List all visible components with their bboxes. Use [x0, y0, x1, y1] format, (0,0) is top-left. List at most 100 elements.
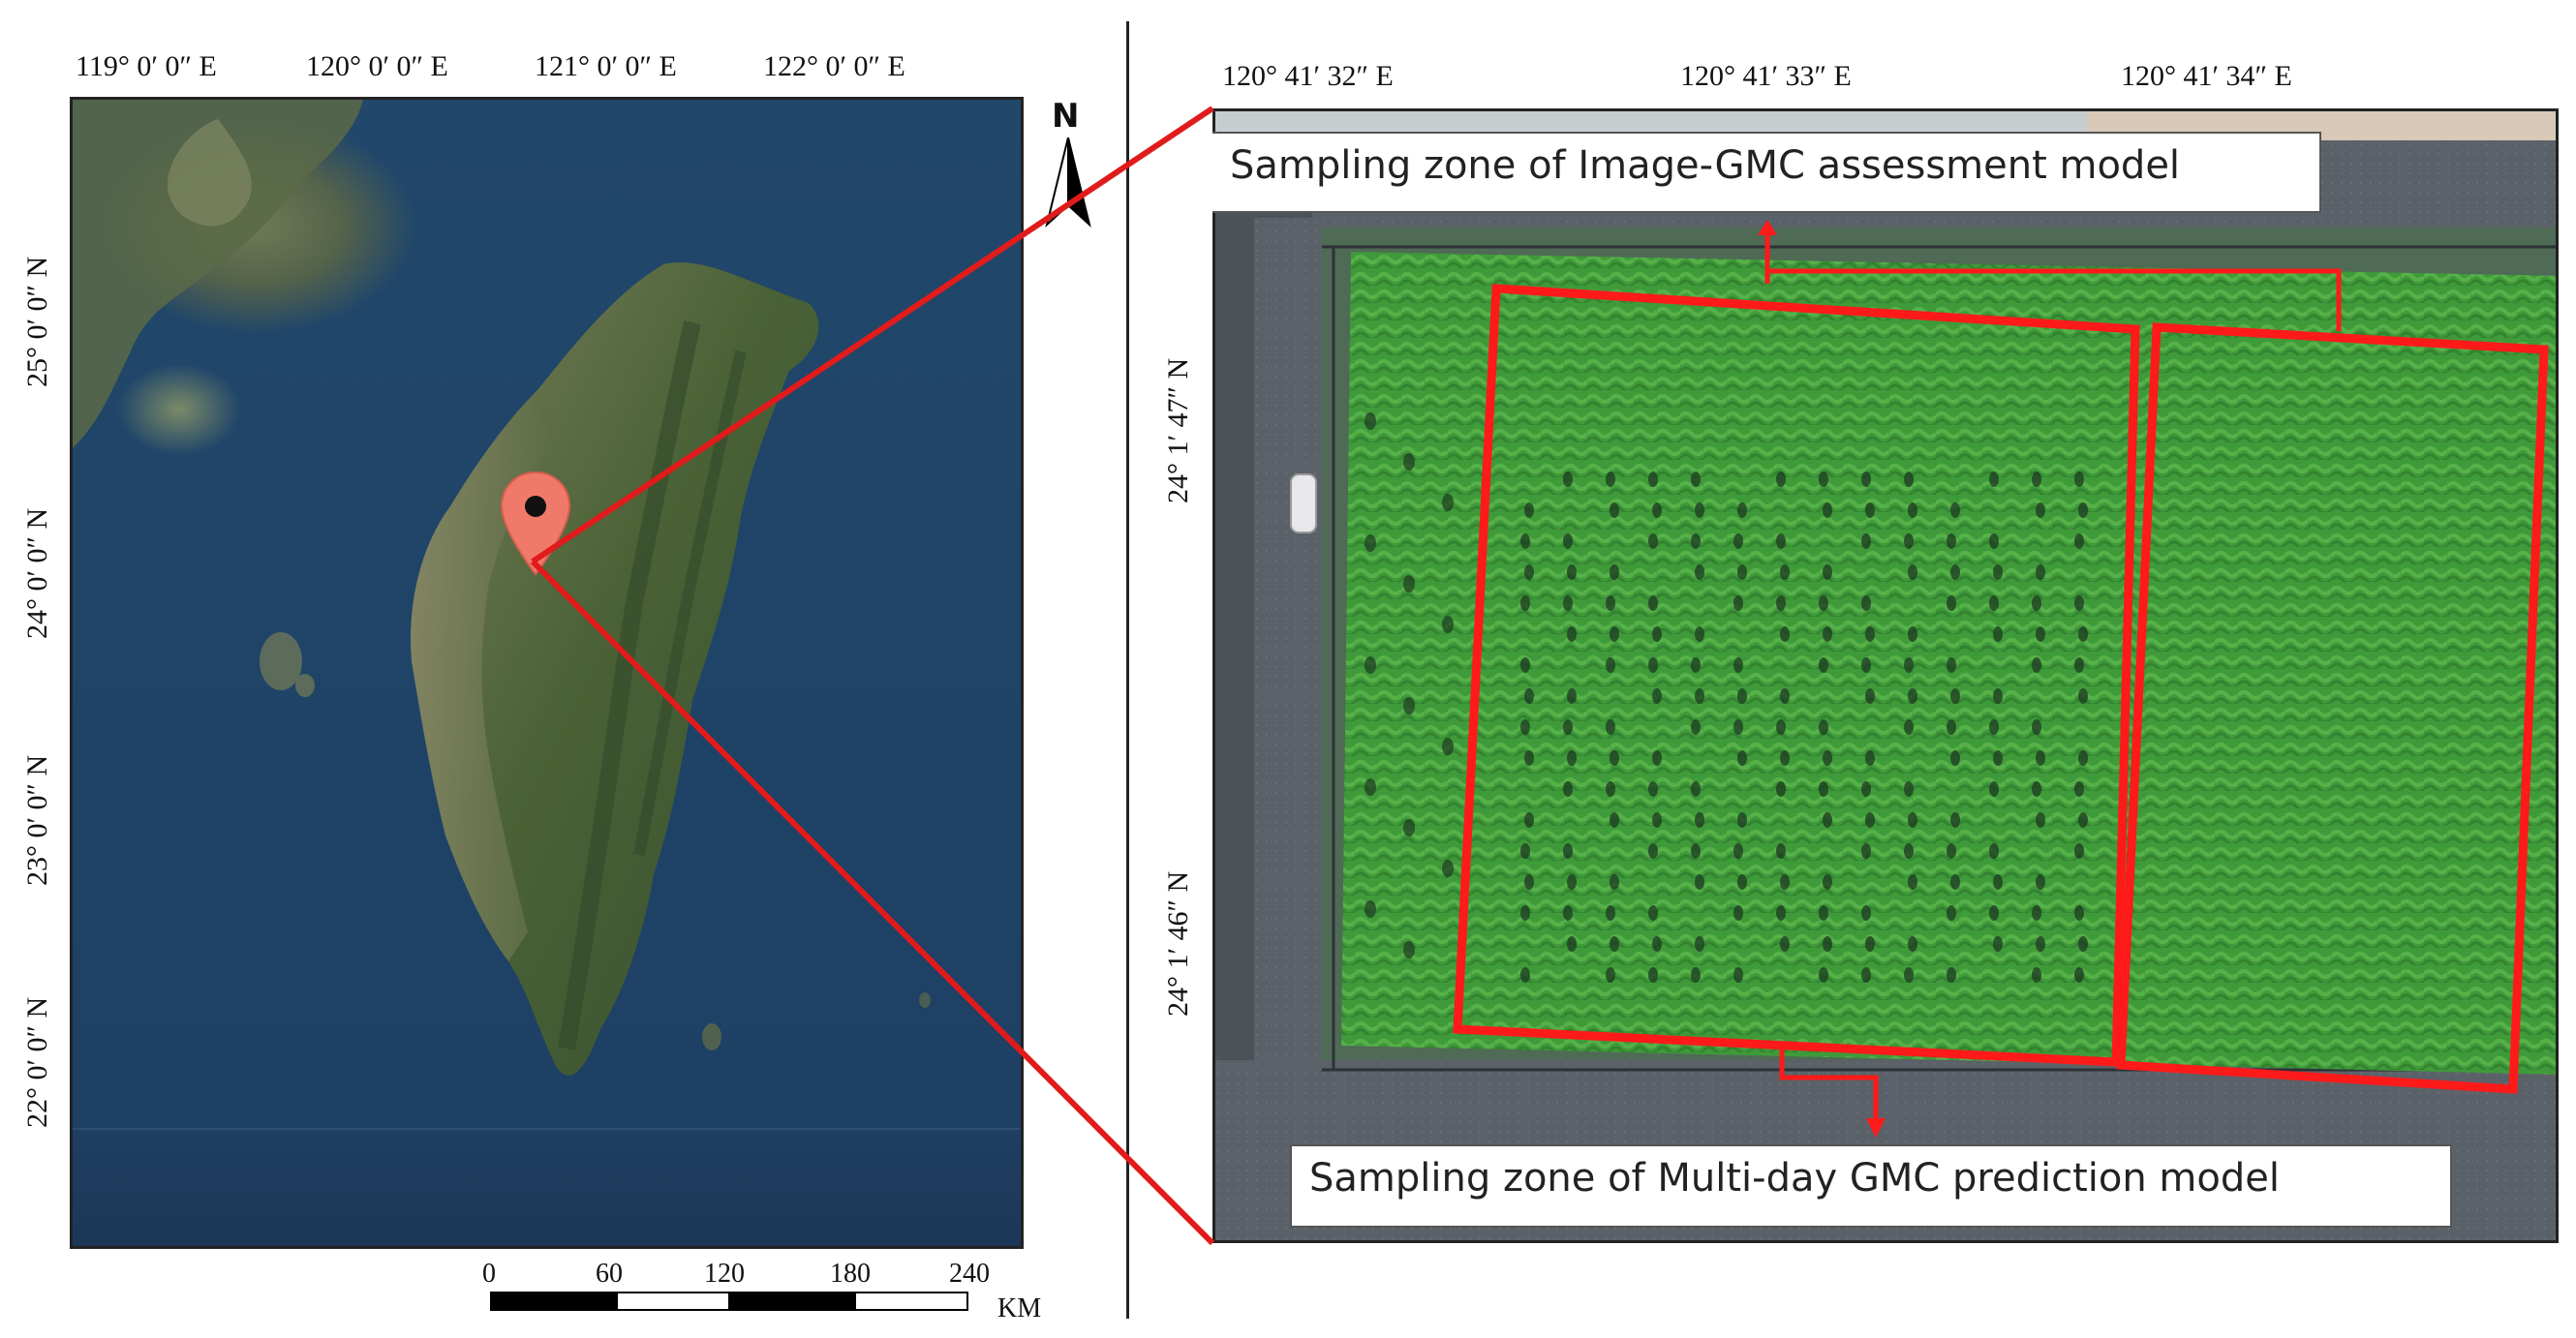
plant-gap-mark — [1861, 471, 1871, 487]
lon-label-34s: 120° 41′ 34″ E — [2121, 60, 2292, 92]
plant-gap-mark — [1567, 936, 1577, 952]
plant-gap-mark — [1610, 502, 1619, 518]
plant-gap-mark — [1904, 471, 1914, 487]
plant-gap-mark — [1567, 874, 1577, 890]
plant-gap-mark — [1610, 936, 1619, 952]
plant-gap-mark — [1865, 502, 1875, 518]
plant-gap-mark — [1365, 656, 1376, 674]
plant-gap-mark — [2036, 936, 2045, 952]
plant-gap-mark — [2074, 905, 2084, 921]
plant-gap-mark — [1950, 812, 1960, 828]
plant-gap-mark — [1908, 502, 1917, 518]
plant-gap-mark — [1904, 843, 1914, 859]
plant-gap-mark — [1989, 905, 1999, 921]
taiwan-terrain — [73, 100, 931, 1076]
plant-gap-mark — [1908, 874, 1917, 890]
plant-gap-mark — [1695, 812, 1704, 828]
plant-gap-mark — [1776, 595, 1786, 611]
plant-gap-mark — [2032, 595, 2041, 611]
plant-gap-mark — [2078, 502, 2088, 518]
plant-gap-mark — [1691, 781, 1701, 797]
plant-gap-mark — [1403, 453, 1415, 471]
plant-gap-mark — [1947, 595, 1956, 611]
lon-label-122: 122° 0′ 0″ E — [763, 50, 905, 82]
plant-gap-mark — [1823, 502, 1832, 518]
plant-gap-mark — [2032, 471, 2041, 487]
plant-gap-mark — [1993, 688, 2003, 704]
plant-gap-mark — [1908, 626, 1917, 642]
plant-gap-mark — [2032, 781, 2041, 797]
bottom-arrow-icon — [1866, 1118, 1886, 1138]
plant-gap-mark — [1524, 688, 1534, 704]
plant-gap-mark — [2074, 967, 2084, 983]
plant-gap-mark — [1865, 626, 1875, 642]
scale-bar: 0 60 120 180 240 KM — [465, 1259, 1085, 1323]
plant-gap-mark — [1947, 843, 1956, 859]
plant-gap-mark — [1737, 502, 1747, 518]
plant-gap-mark — [1648, 657, 1658, 673]
plant-gap-mark — [1989, 533, 1999, 549]
plant-gap-mark — [1865, 688, 1875, 704]
plant-gap-mark — [1695, 874, 1704, 890]
plant-gap-mark — [1442, 616, 1454, 633]
plant-gap-mark — [1365, 534, 1376, 552]
scale-tick-0: 0 — [482, 1259, 496, 1289]
lat-label-22: 22° 0′ 0″ N — [21, 996, 53, 1128]
plant-gap-mark — [1563, 719, 1573, 735]
lon-label-119: 119° 0′ 0″ E — [76, 50, 217, 82]
plant-gap-mark — [2074, 843, 2084, 859]
plant-gap-mark — [1563, 781, 1573, 797]
plant-gap-mark — [1365, 900, 1376, 918]
plant-gap-mark — [1776, 533, 1786, 549]
plant-gap-mark — [1989, 471, 1999, 487]
plant-gap-mark — [1823, 750, 1832, 766]
plant-gap-mark — [1823, 812, 1832, 828]
scale-tick-120: 120 — [704, 1259, 745, 1289]
panel-divider — [1126, 21, 1129, 1319]
plant-gap-mark — [1652, 812, 1662, 828]
plant-gap-mark — [1652, 626, 1662, 642]
plant-gap-mark — [1567, 688, 1577, 704]
plant-gap-mark — [1823, 564, 1832, 580]
plant-gap-mark — [1524, 750, 1534, 766]
label-image-gmc-zone: Sampling zone of Image-GMC assessment mo… — [1212, 132, 2321, 213]
north-arrow: N — [1044, 97, 1092, 232]
plant-gap-mark — [1776, 843, 1786, 859]
plant-gap-mark — [1993, 564, 2003, 580]
plant-gap-mark — [1606, 967, 1615, 983]
plant-gap-mark — [2074, 781, 2084, 797]
plant-gap-mark — [1563, 471, 1573, 487]
plant-gap-mark — [1823, 626, 1832, 642]
plant-gap-mark — [1652, 936, 1662, 952]
plant-gap-mark — [1947, 657, 1956, 673]
plant-gap-mark — [1520, 533, 1530, 549]
plant-gap-mark — [1904, 967, 1914, 983]
plant-gap-mark — [1989, 719, 1999, 735]
plant-gap-mark — [2036, 874, 2045, 890]
plant-gap-mark — [1819, 471, 1828, 487]
plant-gap-mark — [1648, 967, 1658, 983]
plant-gap-mark — [1737, 564, 1747, 580]
plant-gap-mark — [1993, 750, 2003, 766]
label-multiday-zone: Sampling zone of Multi-day GMC predictio… — [1290, 1144, 2452, 1228]
plant-gap-mark — [2036, 564, 2045, 580]
plant-gap-mark — [2074, 471, 2084, 487]
lat-label-23: 23° 0′ 0″ N — [21, 754, 53, 886]
plant-gap-mark — [2078, 812, 2088, 828]
plant-gap-mark — [1908, 936, 1917, 952]
lat-label-47s: 24° 1′ 47″ N — [1162, 357, 1194, 503]
plant-gap-mark — [1737, 874, 1747, 890]
plant-gap-mark — [1520, 843, 1530, 859]
plant-gap-mark — [1861, 905, 1871, 921]
plant-gap-mark — [1819, 657, 1828, 673]
plant-gap-mark — [1950, 688, 1960, 704]
plant-gap-mark — [1993, 936, 2003, 952]
plant-gap-mark — [1524, 502, 1534, 518]
lon-label-121: 121° 0′ 0″ E — [535, 50, 677, 82]
plant-gap-mark — [1819, 719, 1828, 735]
scale-segment-1 — [490, 1292, 618, 1311]
plant-gap-mark — [1947, 905, 1956, 921]
plant-gap-mark — [1904, 533, 1914, 549]
plant-gap-mark — [1776, 471, 1786, 487]
plant-gap-mark — [1652, 502, 1662, 518]
